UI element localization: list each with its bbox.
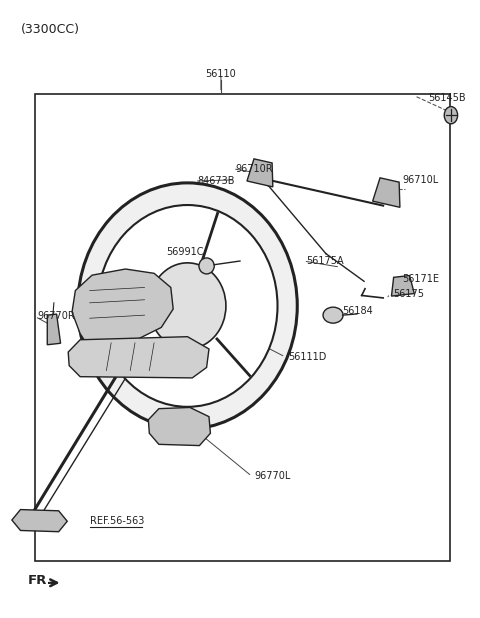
Text: 56111D: 56111D: [288, 352, 326, 362]
Ellipse shape: [444, 106, 457, 124]
Text: 96710L: 96710L: [402, 175, 439, 185]
Ellipse shape: [78, 183, 297, 429]
Ellipse shape: [323, 307, 343, 323]
Polygon shape: [68, 337, 209, 378]
Text: (3300CC): (3300CC): [21, 23, 80, 36]
Text: 56184: 56184: [343, 307, 373, 316]
Text: FR.: FR.: [28, 574, 52, 588]
Bar: [35, 94, 450, 561]
Ellipse shape: [97, 205, 277, 407]
Text: 96770R: 96770R: [37, 311, 75, 321]
Polygon shape: [372, 178, 400, 207]
Text: 56110: 56110: [205, 69, 236, 79]
Polygon shape: [12, 510, 67, 531]
Text: 56991C: 56991C: [166, 247, 204, 258]
Polygon shape: [47, 314, 60, 345]
Text: 84673B: 84673B: [197, 176, 235, 186]
Polygon shape: [148, 407, 210, 446]
Text: 56145B: 56145B: [429, 93, 466, 103]
Text: 96710R: 96710R: [235, 164, 273, 174]
Text: 56175: 56175: [393, 289, 424, 298]
Text: 56171E: 56171E: [402, 274, 439, 284]
Ellipse shape: [149, 263, 226, 349]
Polygon shape: [72, 269, 173, 352]
Polygon shape: [247, 159, 273, 187]
Polygon shape: [392, 276, 414, 296]
Ellipse shape: [199, 258, 214, 274]
Text: REF.56-563: REF.56-563: [90, 516, 144, 527]
Text: 56175A: 56175A: [306, 256, 344, 266]
Text: 96770L: 96770L: [254, 472, 291, 481]
